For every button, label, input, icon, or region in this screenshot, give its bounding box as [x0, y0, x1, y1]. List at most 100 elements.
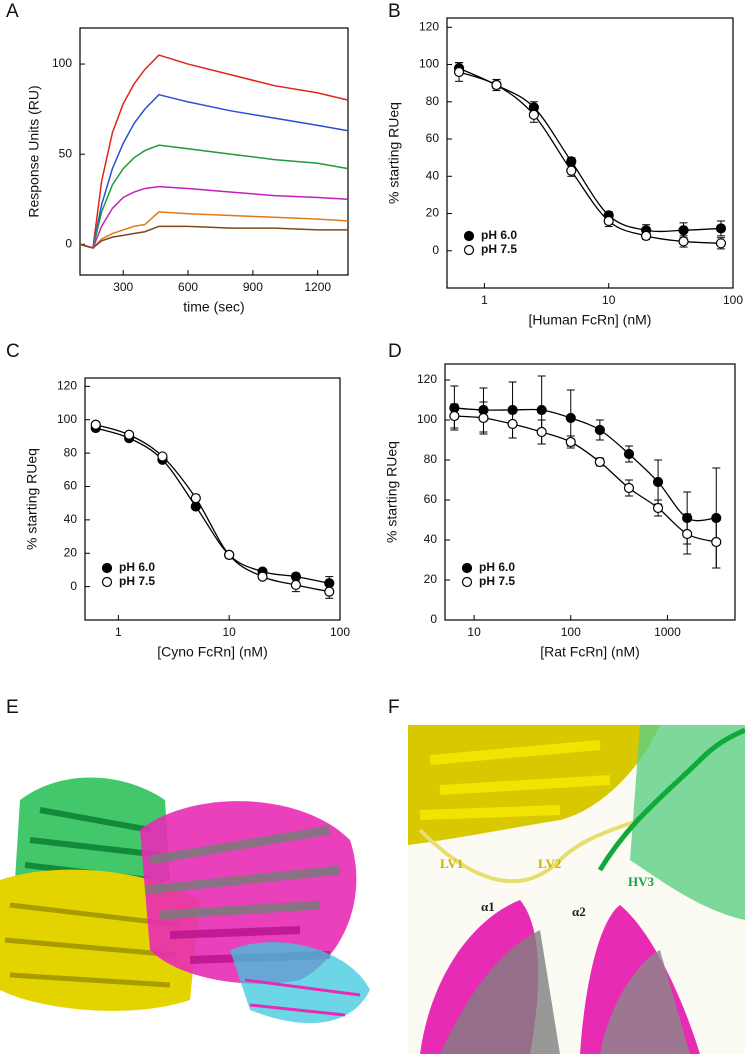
x-tick-label: 10 — [602, 293, 616, 307]
y-tick-label: 50 — [59, 146, 73, 160]
structure-image-f: F LV1 LV2 HV3 α1 α2 — [388, 697, 745, 1054]
fit-curve — [458, 71, 721, 244]
chart-panel: D 10 100 1000 0 20 40 60 80 100 120 [Rat FcRn] (nM)… — [384, 341, 736, 660]
data-point — [290, 579, 302, 591]
data-point — [715, 238, 727, 249]
image-label: HV3 — [628, 874, 655, 889]
data-point — [190, 493, 201, 504]
x-tick-label: 1200 — [304, 280, 331, 294]
data-point — [257, 571, 268, 582]
y-tick-label: 120 — [417, 372, 437, 386]
y-tick-label: 40 — [424, 532, 438, 546]
data-point — [90, 419, 101, 430]
chart-panel: A 300 600 900 1200 0 50 100 time (sec) Response U… — [6, 1, 349, 315]
y-tick-label: 20 — [426, 206, 440, 220]
data-point — [565, 412, 576, 424]
y-axis-label: Response Units (RU) — [26, 85, 42, 217]
y-axis-label: % starting RUeq — [386, 102, 402, 204]
x-axis-label: [Cyno FcRn] (nM) — [157, 644, 267, 660]
y-tick-label: 60 — [64, 479, 78, 493]
x-tick-label: 1 — [481, 293, 488, 307]
x-tick-label: 300 — [113, 280, 133, 294]
plot-frame — [84, 377, 341, 621]
y-tick-label: 40 — [426, 168, 440, 182]
chart-panel: C 1 10 100 0 20 40 60 80 100 120 [Cyno FcRn] (nM) % … — [6, 341, 350, 660]
data-point — [623, 448, 635, 460]
legend-label: pH 7.5 — [479, 574, 515, 588]
image-label: LV2 — [538, 856, 561, 871]
legend-marker — [461, 562, 473, 574]
x-tick-label: 1000 — [654, 625, 681, 639]
x-tick-label: 100 — [723, 293, 743, 307]
legend-label: pH 6.0 — [479, 560, 515, 574]
y-tick-label: 100 — [52, 56, 72, 70]
panel-letter: A — [6, 1, 19, 22]
y-tick-label: 0 — [70, 579, 77, 593]
panel-letter: F — [388, 697, 400, 718]
x-axis-label: [Rat FcRn] (nM) — [540, 644, 640, 660]
data-point — [507, 418, 518, 430]
legend-label: pH 7.5 — [481, 242, 517, 256]
panel-letter: D — [388, 341, 402, 362]
sensorgram-line — [79, 93, 349, 249]
plot-frame — [444, 363, 736, 621]
image-label: LV1 — [440, 856, 463, 871]
y-axis-label: % starting RUeq — [24, 448, 40, 550]
y-tick-label: 0 — [432, 243, 439, 257]
fit-curve — [458, 67, 721, 233]
legend-marker — [463, 244, 475, 256]
data-point — [711, 536, 722, 548]
sensorgram-line — [79, 54, 349, 249]
y-tick-label: 40 — [64, 512, 78, 526]
y-tick-label: 100 — [57, 412, 77, 426]
x-tick-label: 10 — [467, 625, 481, 639]
legend-marker — [101, 576, 113, 588]
data-point — [528, 109, 539, 120]
legend-label: pH 6.0 — [481, 228, 517, 242]
structure-image-e: E — [0, 697, 370, 1024]
data-point — [324, 586, 335, 597]
legend-marker — [461, 576, 473, 588]
y-tick-label: 60 — [424, 492, 438, 506]
panel-letter: B — [388, 1, 401, 22]
data-point — [157, 451, 168, 462]
data-point — [682, 528, 693, 540]
legend-marker — [463, 230, 475, 242]
panel-letter: C — [6, 341, 20, 362]
data-point — [594, 424, 605, 436]
x-tick-label: 1 — [115, 625, 122, 639]
x-tick-label: 100 — [561, 625, 581, 639]
plot-frame — [446, 17, 734, 289]
data-point — [678, 225, 689, 236]
sensorgram-line — [79, 144, 349, 249]
image-label: α1 — [481, 899, 495, 914]
fit-curve — [454, 407, 717, 522]
y-tick-label: 100 — [419, 57, 439, 71]
y-tick-label: 100 — [417, 412, 437, 426]
chart-panel: B 1 10 100 0 20 40 60 80 100 120 [Human FcRn] (nM)%… — [386, 1, 744, 328]
data-point — [478, 412, 489, 424]
y-tick-label: 0 — [65, 237, 72, 251]
panel-letter: E — [6, 697, 19, 718]
data-point — [491, 79, 502, 91]
plot-frame — [79, 27, 349, 276]
data-point — [623, 482, 635, 494]
legend-label: pH 7.5 — [119, 574, 155, 588]
data-point — [652, 476, 664, 488]
data-point — [641, 230, 652, 241]
y-tick-label: 80 — [426, 94, 440, 108]
data-point — [603, 215, 614, 227]
x-tick-label: 600 — [178, 280, 198, 294]
data-point — [652, 502, 664, 514]
legend-marker — [101, 562, 113, 574]
data-point — [678, 236, 689, 247]
y-tick-label: 20 — [424, 572, 438, 586]
data-point — [566, 165, 577, 176]
y-tick-label: 20 — [64, 545, 78, 559]
legend-label: pH 6.0 — [119, 560, 155, 574]
data-point — [536, 426, 547, 438]
sensorgram-line — [79, 211, 349, 249]
x-tick-label: 10 — [223, 625, 237, 639]
y-axis-label: % starting RUeq — [384, 441, 400, 543]
